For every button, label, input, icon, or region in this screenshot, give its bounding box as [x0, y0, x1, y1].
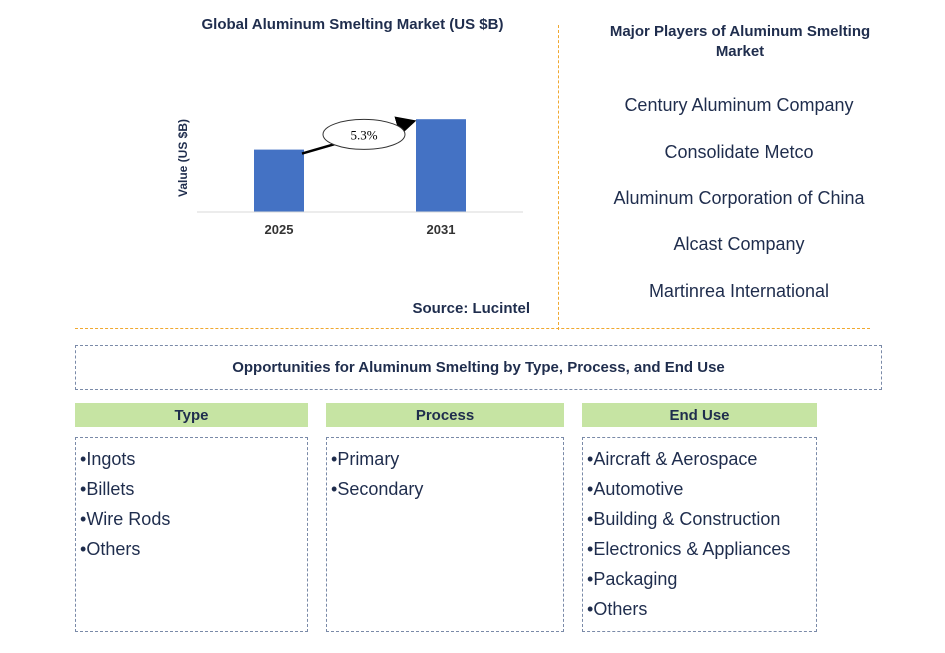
vertical-divider	[558, 25, 559, 330]
player-item: Martinrea International	[648, 281, 830, 301]
cagr-bubble	[322, 118, 406, 150]
type-item: Billets	[80, 474, 307, 504]
type-item: Wire Rods	[80, 504, 307, 534]
horizontal-divider	[75, 328, 870, 329]
opportunities-title: Opportunities for Aluminum Smelting by T…	[75, 345, 882, 390]
player-item: Alcast Company	[673, 234, 805, 254]
process-item: Primary	[331, 444, 563, 474]
x-tick-label: 2031	[427, 222, 456, 237]
player-item: Aluminum Corporation of China	[613, 188, 865, 208]
player-item: Consolidate Metco	[664, 142, 814, 162]
type-list-box: Ingots Billets Wire Rods Others	[75, 437, 308, 632]
end-use-list-box: Aircraft & Aerospace Automotive Building…	[582, 437, 817, 632]
bar-2025	[254, 149, 304, 212]
player-item: Century Aluminum Company	[624, 95, 854, 115]
source-label: Source: Lucintel	[412, 300, 530, 317]
type-item: Others	[80, 534, 307, 564]
process-header: Process	[326, 403, 564, 427]
type-item: Ingots	[80, 444, 307, 474]
process-list-box: Primary Secondary	[326, 437, 564, 632]
end-use-item: Others	[587, 594, 816, 624]
players-title: Major Players of Aluminum Smelting Marke…	[609, 23, 871, 60]
process-item: Secondary	[331, 474, 563, 504]
end-use-header: End Use	[582, 403, 817, 427]
end-use-item: Electronics & Appliances	[587, 534, 816, 564]
end-use-item: Building & Construction	[587, 504, 816, 534]
end-use-item: Automotive	[587, 474, 816, 504]
end-use-item: Aircraft & Aerospace	[587, 444, 816, 474]
bar-chart: Value (US $B) 2025 2031 5.3%	[176, 116, 523, 237]
y-axis-label: Value (US $B)	[176, 119, 190, 197]
cagr-label: 5.3%	[350, 127, 377, 142]
end-use-item: Packaging	[587, 564, 816, 594]
x-tick-label: 2025	[265, 222, 294, 237]
chart-title: Global Aluminum Smelting Market (US $B)	[201, 16, 504, 33]
bar-2031	[416, 119, 466, 212]
type-header: Type	[75, 403, 308, 427]
